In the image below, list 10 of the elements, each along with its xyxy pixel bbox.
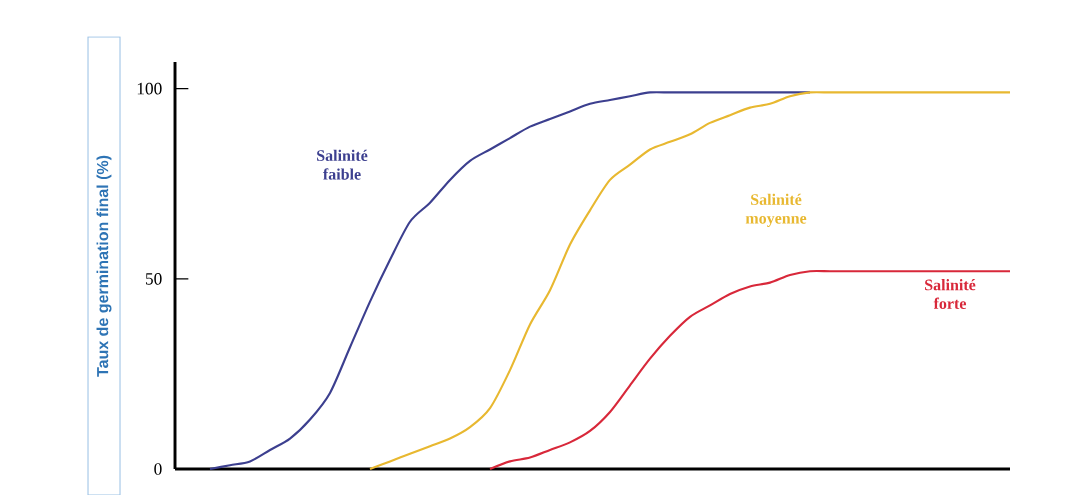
y-axis-title: Taux de germination final (%) <box>96 155 112 377</box>
series-label: Salinité forte <box>925 279 976 309</box>
text: Salinité faible <box>317 149 368 180</box>
line-series <box>368 91 1012 471</box>
line-series <box>208 91 812 471</box>
y-tick-label: 0 <box>154 463 162 475</box>
y-tick-label: 50 <box>145 272 162 285</box>
y-tick-label: 100 <box>137 82 162 95</box>
text: Salinité moyenne <box>745 193 807 227</box>
line-series <box>488 269 1012 471</box>
